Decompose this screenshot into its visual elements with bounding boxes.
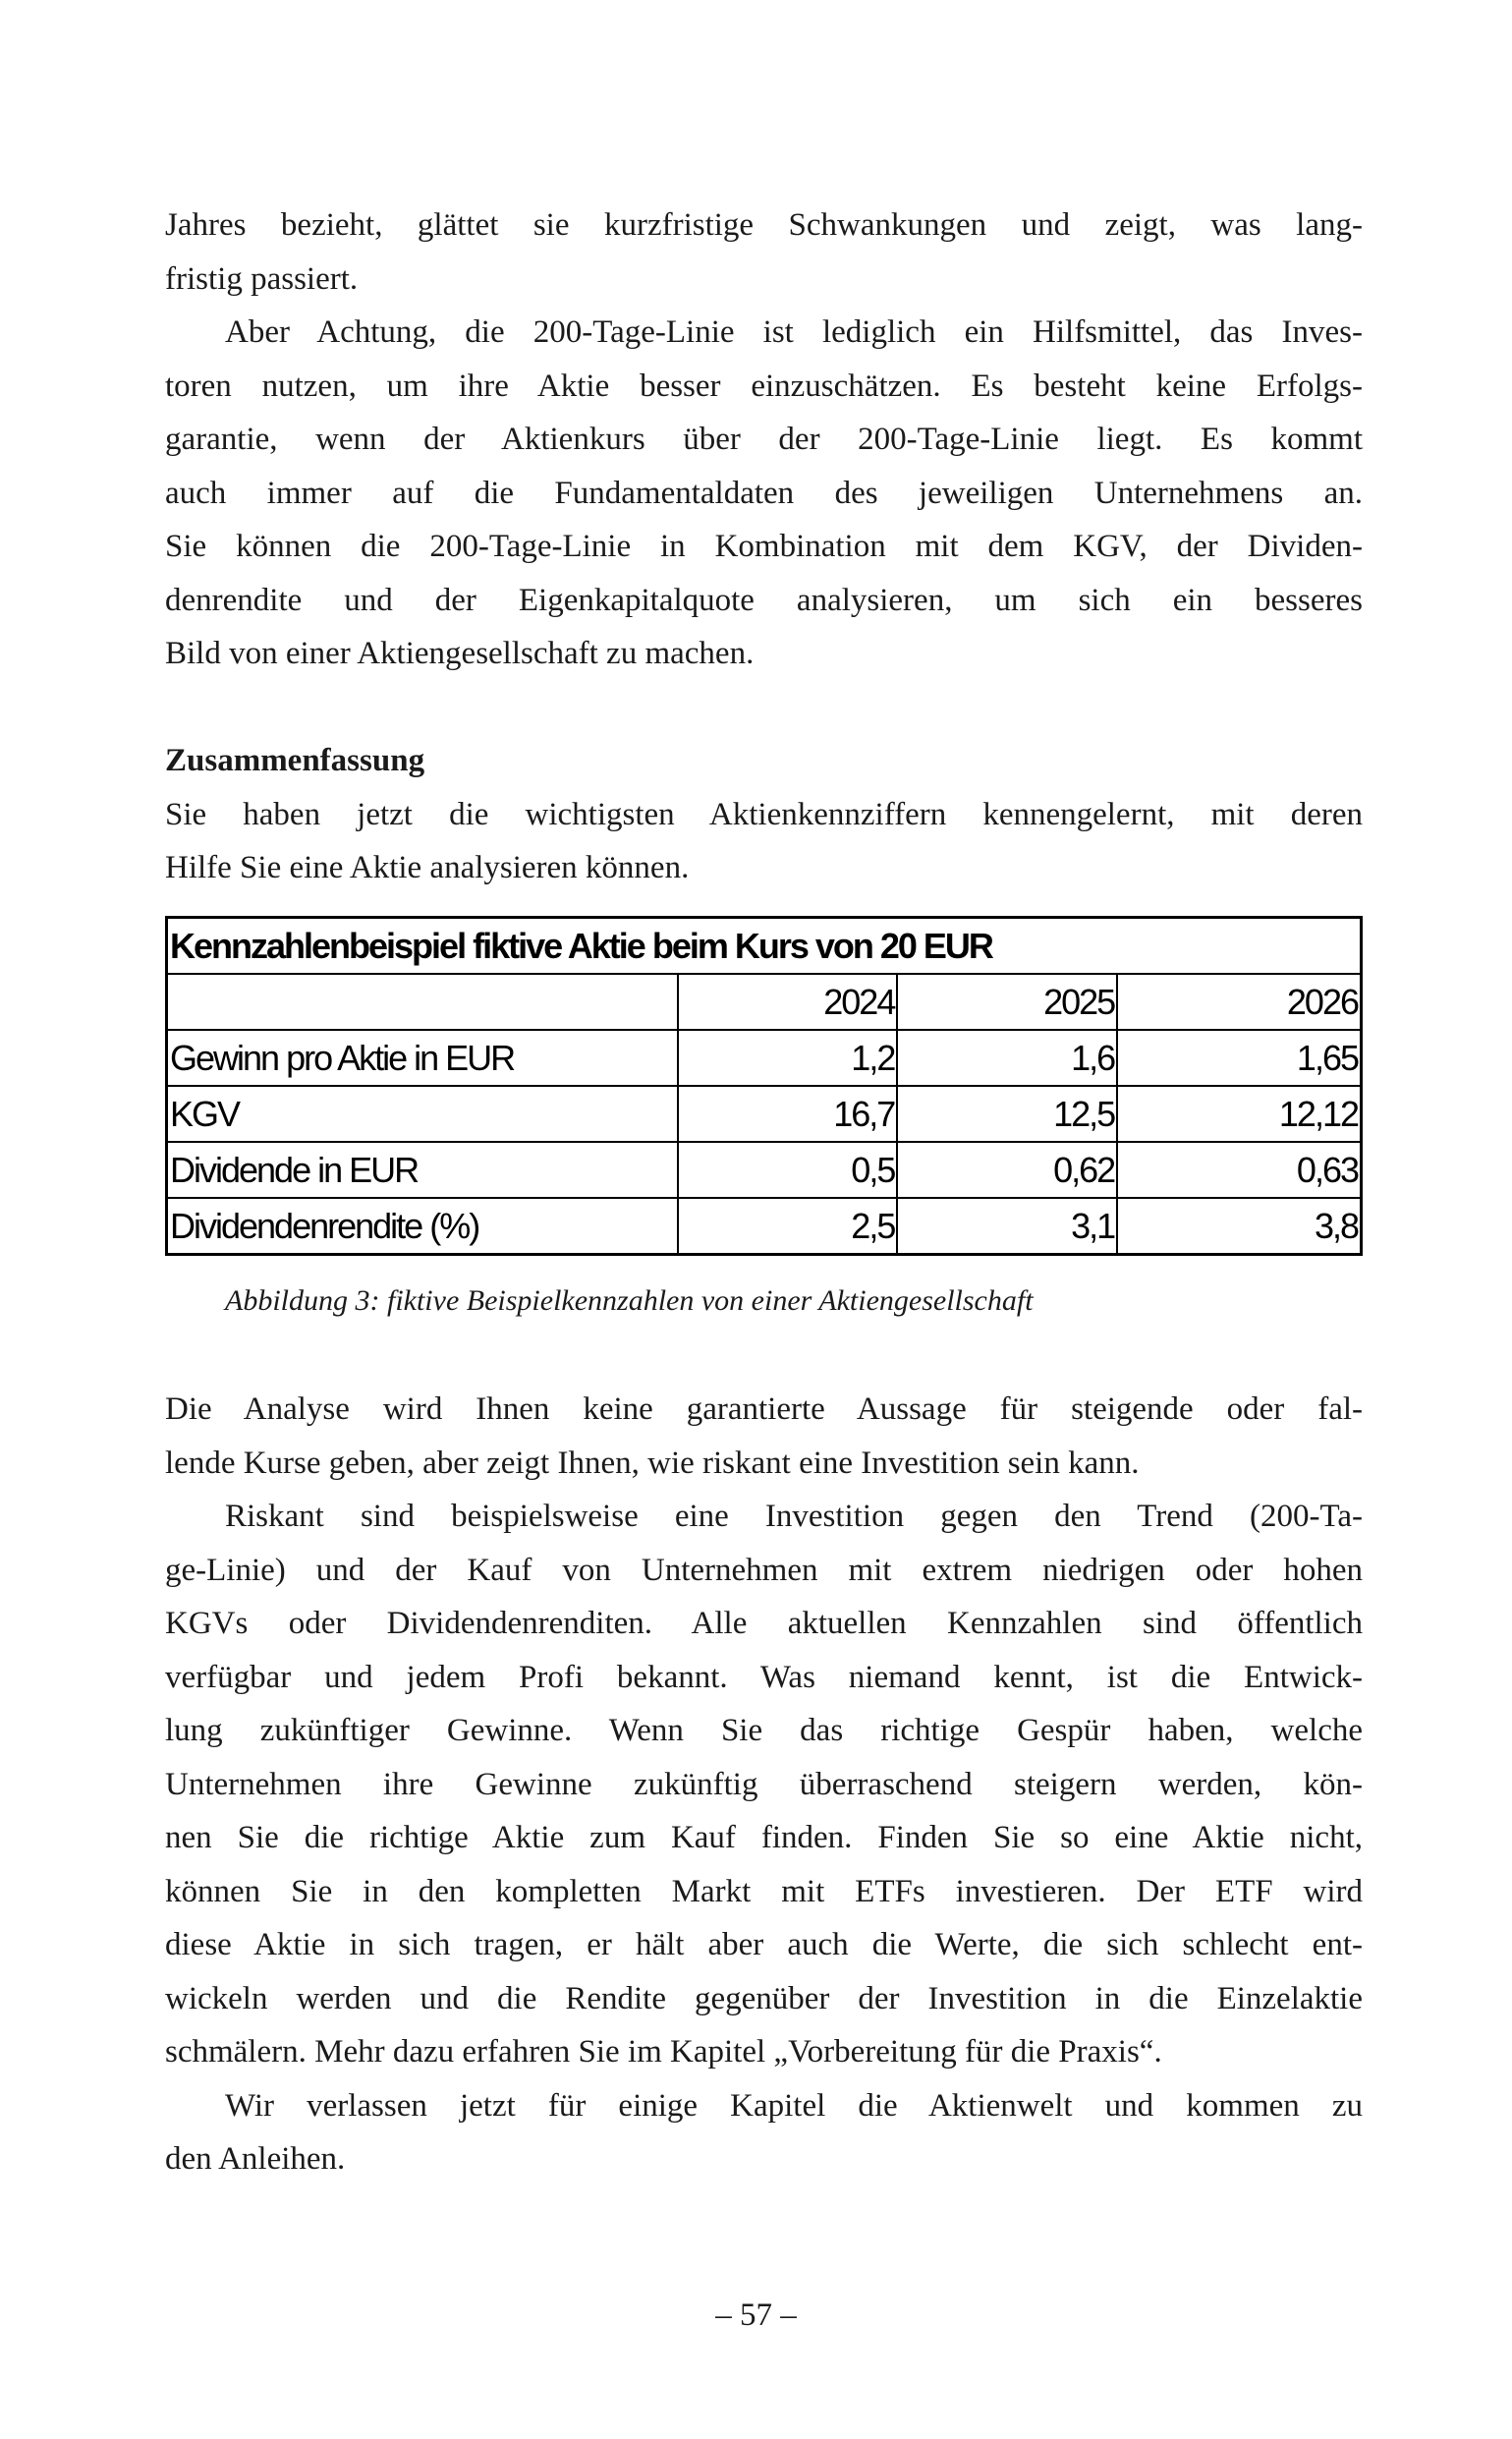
- table-row: Dividende in EUR 0,5 0,62 0,63: [165, 1140, 1363, 1199]
- text-line: auch immer auf die Fundamentaldaten des …: [165, 475, 1363, 511]
- text-line: Sie können die 200-Tage-Linie in Kombina…: [165, 529, 1363, 564]
- text-line: wickeln werden und die Rendite gegenüber…: [165, 1980, 1363, 2016]
- text-line: denrendite und der Eigenkapitalquote ana…: [165, 582, 1363, 618]
- section-heading: Zusammenfassung: [165, 743, 425, 778]
- paragraph: Wir verlassen jetzt für einige Kapitel d…: [165, 2079, 1363, 2186]
- text-line: Jahres bezieht, glättet sie kurzfristige…: [165, 207, 1363, 243]
- text-line: Aber Achtung, die 200-Tage-Linie ist led…: [225, 314, 1363, 350]
- table-body: Kennzahlenbeispiel fiktive Aktie beim Ku…: [165, 916, 1363, 1255]
- paragraph: Riskant sind beispielsweise eine Investi…: [165, 1490, 1363, 2079]
- text-line: Bild von einer Aktiengesellschaft zu mac…: [165, 636, 755, 671]
- value-cell: 0,63: [1116, 1140, 1363, 1199]
- table-title: Kennzahlenbeispiel fiktive Aktie beim Ku…: [165, 916, 1363, 975]
- table-row: KGV 16,7 12,5 12,12: [165, 1084, 1363, 1143]
- value-cell: 1,6: [896, 1028, 1119, 1087]
- text-line: können Sie in den kompletten Markt mit E…: [165, 1873, 1363, 1909]
- value-cell: 0,5: [676, 1140, 899, 1199]
- text-line: schmälern. Mehr dazu erfahren Sie im Kap…: [165, 2034, 1162, 2070]
- paragraph: Sie haben jetzt die wichtigsten Aktienke…: [165, 788, 1363, 895]
- value-cell: 3,1: [896, 1196, 1119, 1255]
- text-line: diese Aktie in sich tragen, er hält aber…: [165, 1927, 1363, 1962]
- value-cell: 16,7: [676, 1084, 899, 1143]
- row-label: KGV: [165, 1084, 679, 1143]
- table-row: Gewinn pro Aktie in EUR 1,2 1,6 1,65: [165, 1028, 1363, 1087]
- paragraph: Jahres bezieht, glättet sie kurzfristige…: [165, 199, 1363, 306]
- row-label: Gewinn pro Aktie in EUR: [165, 1028, 679, 1087]
- text-line: fristig passiert.: [165, 260, 359, 297]
- paragraph: Aber Achtung, die 200-Tage-Linie ist led…: [165, 306, 1363, 681]
- text-line: ge-Linie) und der Kauf von Unternehmen m…: [165, 1552, 1363, 1588]
- value-cell: 0,62: [896, 1140, 1119, 1199]
- table-title-row: Kennzahlenbeispiel fiktive Aktie beim Ku…: [165, 916, 1363, 975]
- table-header-row: 2024 2025 2026: [165, 972, 1363, 1031]
- text-line: Riskant sind beispielsweise eine Investi…: [225, 1499, 1363, 1534]
- table-row: Dividendenrendite (%) 2,5 3,1 3,8: [165, 1196, 1363, 1255]
- text-line: Wir verlassen jetzt für einige Kapitel d…: [225, 2087, 1363, 2124]
- page-number: – 57 –: [715, 2297, 797, 2333]
- value-cell: 12,5: [896, 1084, 1119, 1143]
- header-cell: [165, 972, 679, 1031]
- text-line: KGVs oder Dividendenrenditen. Alle aktue…: [165, 1606, 1363, 1641]
- value-cell: 12,12: [1116, 1084, 1363, 1143]
- value-cell: 1,65: [1116, 1028, 1363, 1087]
- text-line: toren nutzen, um ihre Aktie besser einzu…: [165, 368, 1363, 404]
- text-line: lung zukünftiger Gewinne. Wenn Sie das r…: [165, 1713, 1363, 1748]
- row-label: Dividende in EUR: [165, 1140, 679, 1199]
- figure-caption: Abbildung 3: fiktive Beispielkennzahlen …: [225, 1283, 1034, 1317]
- header-cell: 2025: [896, 972, 1119, 1031]
- header-cell: 2026: [1116, 972, 1363, 1031]
- value-cell: 1,2: [676, 1028, 899, 1087]
- header-cell: 2024: [676, 972, 899, 1031]
- text-line: garantie, wenn der Aktienkurs über der 2…: [165, 422, 1363, 457]
- value-cell: 2,5: [676, 1196, 899, 1255]
- text-line: lende Kurse geben, aber zeigt Ihnen, wie…: [165, 1445, 1140, 1481]
- text-line: den Anleihen.: [165, 2141, 346, 2177]
- text-line: verfügbar und jedem Profi bekannt. Was n…: [165, 1659, 1363, 1695]
- text-line: Hilfe Sie eine Aktie analysieren können.: [165, 850, 690, 885]
- row-label: Dividendenrendite (%): [165, 1196, 679, 1255]
- paragraph: Die Analyse wird Ihnen keine garantierte…: [165, 1383, 1363, 1490]
- text-line: nen Sie die richtige Aktie zum Kauf find…: [165, 1820, 1363, 1855]
- text-line: Die Analyse wird Ihnen keine garantierte…: [165, 1391, 1363, 1427]
- content: Jahres bezieht, glättet sie kurzfristige…: [165, 199, 1363, 2186]
- text-line: Unternehmen ihre Gewinne zukünftig überr…: [165, 1766, 1363, 1802]
- text-line: Sie haben jetzt die wichtigsten Aktienke…: [165, 796, 1363, 832]
- value-cell: 3,8: [1116, 1196, 1363, 1255]
- data-table: Kennzahlenbeispiel fiktive Aktie beim Ku…: [165, 915, 1363, 1256]
